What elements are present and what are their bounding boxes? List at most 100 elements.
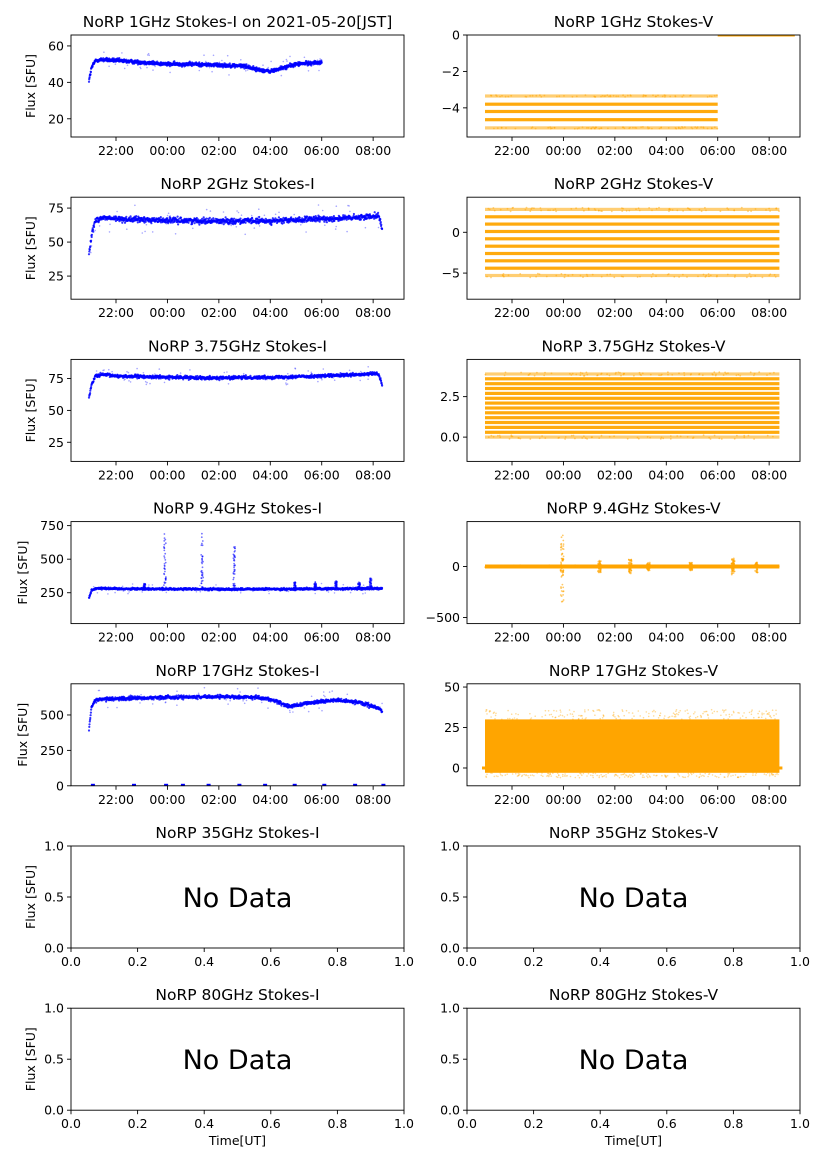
data-outlier	[648, 207, 650, 209]
data-outlier	[126, 228, 128, 230]
data-outlier	[253, 227, 256, 229]
data-point	[198, 223, 201, 226]
data-outlier	[598, 127, 601, 130]
data-outlier	[539, 207, 542, 209]
data-outlier	[678, 276, 680, 278]
data-outlier	[613, 435, 615, 438]
data-outlier	[136, 367, 138, 370]
data-outlier	[163, 381, 166, 384]
data-outlier	[198, 69, 201, 72]
data-point	[193, 222, 196, 225]
data-outlier	[748, 272, 751, 275]
data-outlier	[348, 205, 350, 207]
data-outlier	[257, 216, 259, 218]
data-outlier	[208, 66, 211, 69]
data-point	[190, 222, 194, 226]
data-outlier	[766, 434, 769, 437]
panel-i4: NoRP 9.4GHz Stokes-I22:00 00:00 02:00 04:00…	[15, 500, 405, 645]
data-outlier	[230, 224, 232, 227]
data-outlier	[652, 273, 654, 275]
data-outlier	[649, 436, 651, 439]
data-outlier	[191, 222, 193, 224]
y-tick-label: 0	[452, 225, 460, 240]
data-point	[332, 215, 335, 218]
data-outlier	[622, 275, 624, 278]
data-outlier	[334, 228, 337, 230]
data-outlier	[718, 437, 721, 440]
data-outlier	[600, 210, 602, 212]
data-outlier	[285, 58, 288, 61]
x-tick-label: 08:00	[355, 467, 391, 482]
data-outlier	[174, 233, 177, 235]
data-outlier	[601, 94, 604, 97]
data-outlier	[675, 127, 678, 130]
data-outlier	[555, 274, 558, 277]
data-outlier	[158, 368, 161, 370]
data-outlier	[612, 94, 615, 97]
data-point	[87, 396, 91, 399]
data-outlier	[600, 434, 603, 437]
data-outlier	[578, 127, 580, 129]
data-outlier	[587, 208, 590, 211]
data-outlier	[584, 437, 587, 439]
panel-title: NoRP 3.75GHz Stokes-I	[148, 337, 327, 355]
data-outlier	[349, 210, 351, 213]
data-outlier	[641, 372, 644, 375]
data-outlier	[533, 374, 536, 377]
data-outlier	[322, 368, 325, 370]
data-outlier	[142, 60, 145, 62]
data-point	[190, 64, 193, 68]
data-outlier	[778, 210, 780, 213]
data-point	[92, 380, 95, 383]
data-outlier	[661, 95, 664, 98]
data-outlier	[126, 370, 128, 373]
data-outlier	[696, 126, 699, 128]
data-point	[285, 216, 288, 219]
data-outlier	[669, 435, 672, 437]
data-outlier	[124, 378, 126, 381]
axes-frame	[70, 196, 405, 300]
data-outlier	[664, 96, 666, 98]
data-outlier	[510, 94, 513, 97]
y-tick-label: −4	[442, 100, 460, 115]
data-outlier	[360, 370, 362, 373]
data-outlier	[514, 127, 517, 130]
data-outlier	[632, 126, 634, 129]
data-outlier	[128, 380, 130, 382]
data-point	[202, 216, 205, 219]
data-point	[212, 217, 215, 220]
data-outlier	[619, 371, 621, 374]
data-outlier	[294, 367, 296, 370]
data-outlier	[713, 94, 716, 97]
data-outlier	[335, 205, 338, 207]
panel-title: NoRP 3.75GHz Stokes-V	[541, 337, 725, 355]
y-tick-label: 75	[48, 371, 64, 386]
data-outlier	[630, 95, 632, 97]
data-outlier	[769, 210, 771, 212]
data-outlier	[614, 127, 617, 130]
data-outlier	[617, 95, 620, 98]
data-point	[187, 378, 190, 381]
data-outlier	[169, 215, 171, 217]
data-point	[318, 215, 322, 219]
x-tick-label: 00:00	[545, 143, 581, 158]
x-tick-label: 22:00	[98, 467, 134, 482]
data-level	[485, 411, 780, 415]
data-outlier	[540, 96, 543, 98]
data-outlier	[671, 209, 674, 211]
data-point	[298, 216, 301, 219]
panel-title: NoRP 2GHz Stokes-V	[554, 175, 714, 193]
data-outlier	[524, 208, 527, 211]
data-outlier	[678, 372, 680, 375]
x-tick-label: 22:00	[98, 143, 134, 158]
data-point	[345, 218, 348, 221]
data-outlier	[642, 95, 645, 98]
data-point	[228, 62, 231, 65]
data-outlier	[583, 209, 585, 212]
data-outlier	[123, 67, 126, 70]
data-outlier	[679, 127, 682, 130]
data-outlier	[737, 373, 740, 376]
data-outlier	[335, 375, 337, 378]
data-outlier	[613, 276, 616, 279]
